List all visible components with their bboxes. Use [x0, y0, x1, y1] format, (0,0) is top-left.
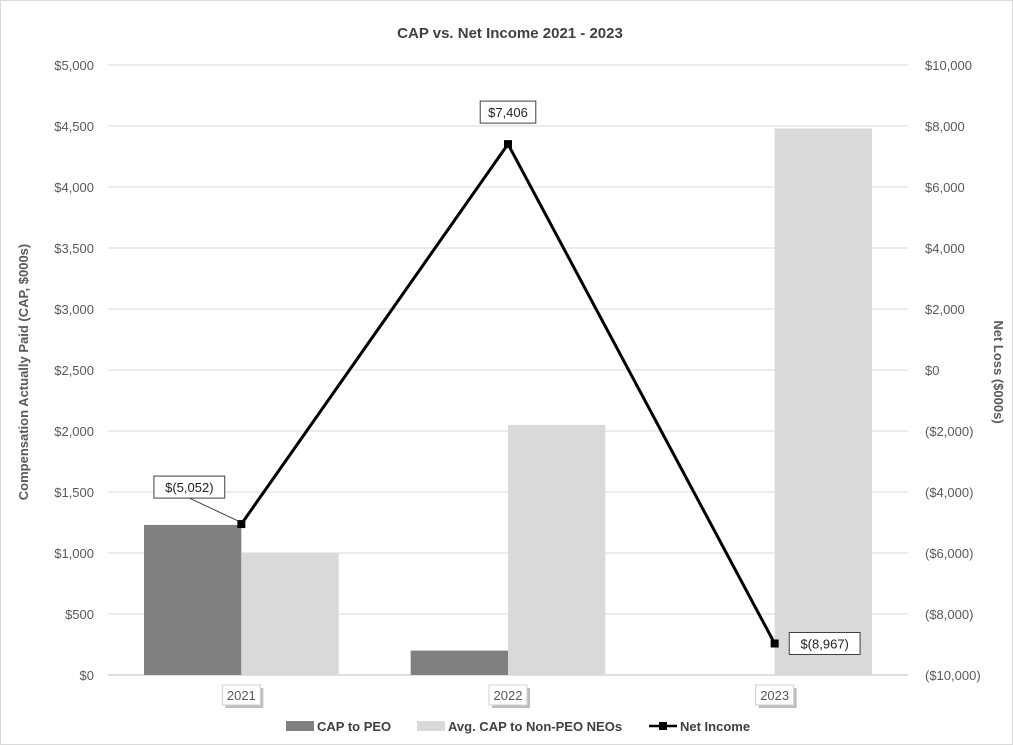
y-left-tick-label: $3,000: [54, 302, 94, 317]
data-label-box: [788, 631, 861, 655]
y-right-tick-label: ($10,000): [925, 668, 981, 683]
y-left-tick-label: $1,500: [54, 485, 94, 500]
line-marker: [237, 520, 246, 529]
y-right-tick-label: $6,000: [925, 180, 965, 195]
y-left-tick-label: $0: [80, 668, 94, 683]
line-marker: [504, 140, 512, 149]
x-tick-label: 2021: [227, 688, 256, 703]
data-label: $(5,052): [165, 480, 213, 495]
bar: [508, 424, 606, 675]
bar: [144, 524, 242, 675]
y-right-tick-label: ($4,000): [925, 485, 973, 500]
line-marker: [770, 639, 779, 648]
legend: CAP to PEO Avg. CAP to Non-PEO NEOs Net In…: [286, 719, 750, 734]
legend-label: CAP to PEO: [317, 719, 391, 734]
data-label: $7,406: [488, 105, 528, 120]
y-left-tick-label: $4,500: [54, 119, 94, 134]
bar: [774, 128, 872, 675]
legend-label: Net Income: [680, 719, 750, 734]
y-left-tick-label: $2,000: [54, 424, 94, 439]
y-left-tick-label: $5,000: [54, 58, 94, 73]
y-left-tick-label: $3,500: [54, 241, 94, 256]
net-income-line: [237, 140, 779, 648]
bars: [144, 128, 872, 675]
y-left-axis-title: Compensation Actually Paid (CAP, $000s): [16, 244, 31, 500]
y-right-tick-label: $4,000: [925, 241, 965, 256]
bar: [410, 650, 508, 675]
data-label-leader: [189, 497, 239, 522]
legend-marker: [659, 722, 667, 730]
y-right-tick-label: ($8,000): [925, 607, 973, 622]
legend-swatch: [417, 721, 445, 731]
category-label-box: [755, 684, 795, 706]
y-left-tick-label: $1,000: [54, 546, 94, 561]
y-left-tick-label: $500: [65, 607, 94, 622]
chart-title: CAP vs. Net Income 2021 - 2023: [397, 25, 623, 42]
category-label-box: [488, 684, 528, 706]
y-left-tick-label: $4,000: [54, 180, 94, 195]
data-label-box: [153, 475, 226, 499]
y-right-tick-label: ($2,000): [925, 424, 973, 439]
data-label-box: [479, 100, 537, 124]
y-right-tick-label: $10,000: [925, 58, 972, 73]
y-right-tick-label: $8,000: [925, 119, 965, 134]
y-right-tick-label: ($6,000): [925, 546, 973, 561]
tick-labels: $0 $500 $1,000 $1,500 $2,000 $2,500 $3,000 $3,5…: [54, 58, 981, 708]
data-label: $(8,967): [800, 636, 848, 651]
y-right-tick-label: $2,000: [925, 302, 965, 317]
y-right-tick-label: $0: [925, 363, 939, 378]
x-tick-label: 2022: [494, 688, 523, 703]
data-labels: $(5,052) $7,406 $(8,967): [153, 100, 861, 655]
bar: [241, 553, 339, 675]
legend-swatch: [286, 721, 314, 731]
x-tick-label: 2023: [760, 688, 789, 703]
y-left-tick-label: $2,500: [54, 363, 94, 378]
legend-label: Avg. CAP to Non-PEO NEOs: [448, 719, 622, 734]
category-label-box: [221, 684, 261, 706]
y-right-axis-title: Net Loss ($000s): [991, 320, 1006, 423]
